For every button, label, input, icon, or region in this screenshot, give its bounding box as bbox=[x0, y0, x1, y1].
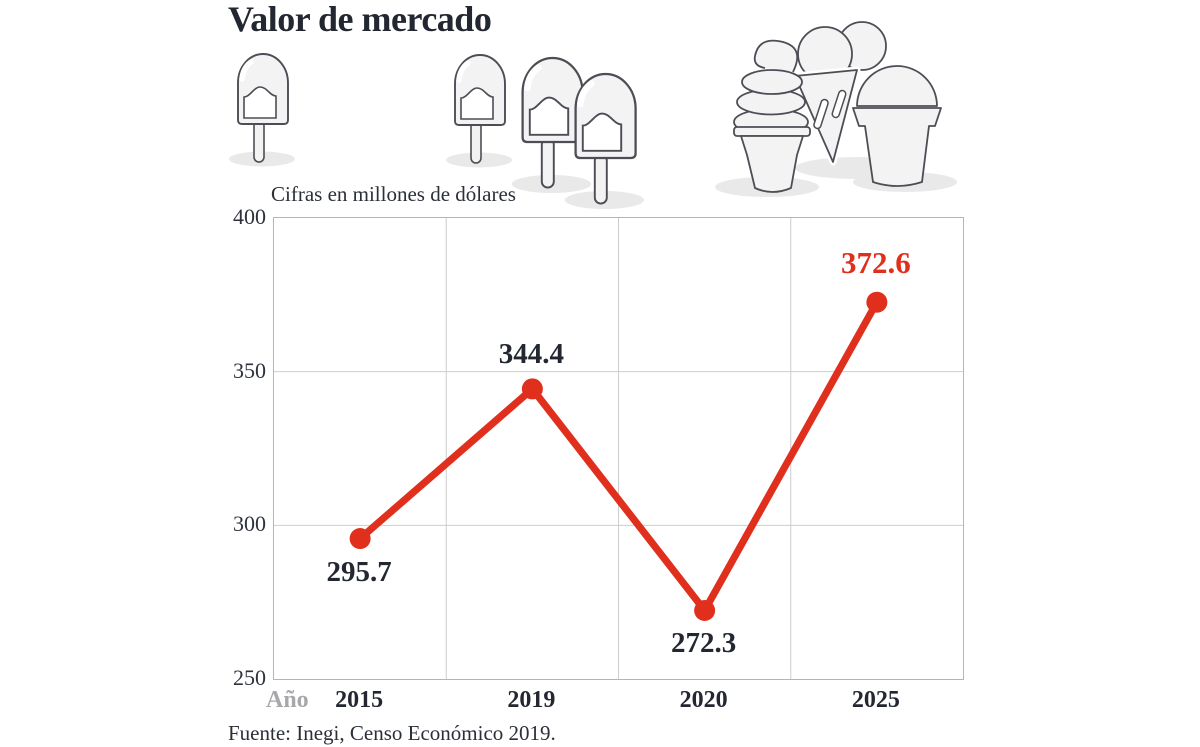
y-tick-label: 400 bbox=[233, 204, 266, 229]
data-line bbox=[356, 298, 881, 615]
popsicle-icon bbox=[437, 50, 522, 170]
x-tick-label: 2020 bbox=[679, 687, 728, 713]
data-point bbox=[866, 291, 888, 313]
ice-cream-cup-icon bbox=[852, 63, 942, 187]
source-note: Fuente: Inegi, Censo Económico 2019. bbox=[228, 721, 556, 745]
data-label: 295.7 bbox=[326, 555, 392, 588]
data-point bbox=[349, 528, 371, 550]
popsicle-icon bbox=[220, 49, 305, 169]
chart-subtitle: Cifras en millones de dólares bbox=[271, 182, 516, 206]
plot-area bbox=[273, 217, 964, 680]
x-tick-label: 2015 bbox=[335, 687, 384, 713]
gridlines bbox=[274, 218, 963, 679]
chart-series bbox=[349, 291, 888, 621]
data-point bbox=[694, 599, 716, 621]
data-label: 272.3 bbox=[671, 627, 737, 660]
waffle-cone-icon bbox=[791, 21, 887, 166]
y-tick-label: 350 bbox=[233, 357, 266, 383]
data-point bbox=[521, 378, 543, 400]
y-tick-label: 300 bbox=[233, 511, 266, 537]
x-tick-label: 2025 bbox=[851, 687, 900, 713]
line-chart-svg bbox=[274, 218, 963, 679]
soft-serve-icon bbox=[733, 39, 811, 193]
y-tick-label: 250 bbox=[233, 665, 266, 690]
x-axis-title: Año bbox=[266, 687, 309, 713]
x-tick-label: 2019 bbox=[507, 687, 556, 713]
ice-cream-cones-icon bbox=[715, 21, 957, 197]
data-label: 344.4 bbox=[498, 337, 564, 370]
data-label: 372.6 bbox=[841, 245, 911, 281]
page-title: Valor de mercado bbox=[228, 0, 492, 39]
popsicle-pair-icon bbox=[518, 52, 658, 217]
